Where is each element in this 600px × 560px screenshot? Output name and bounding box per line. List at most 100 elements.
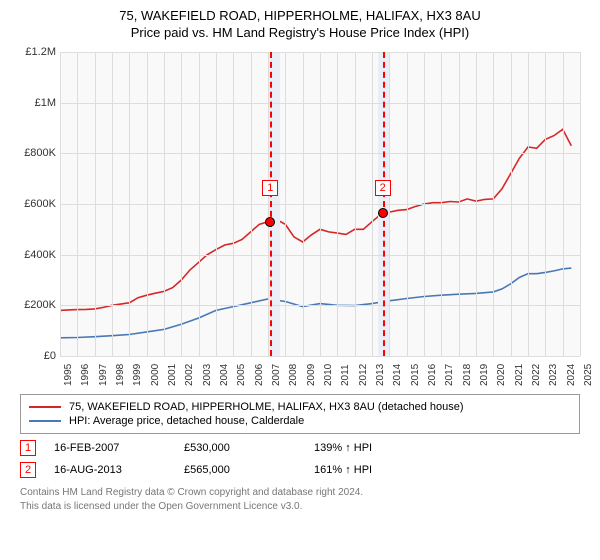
gridline-v: [337, 52, 338, 356]
x-axis-label: 2002: [184, 364, 195, 386]
gridline-v: [424, 52, 425, 356]
transaction-price: £565,000: [184, 464, 314, 476]
gridline-v: [181, 52, 182, 356]
gridline-v: [441, 52, 442, 356]
gridline-v: [199, 52, 200, 356]
legend-label-property: 75, WAKEFIELD ROAD, HIPPERHOLME, HALIFAX…: [69, 401, 464, 413]
gridline-v: [112, 52, 113, 356]
y-axis-label: £0: [44, 350, 56, 362]
x-axis-label: 2019: [479, 364, 490, 386]
x-axis-label: 2009: [306, 364, 317, 386]
chart-container: 75, WAKEFIELD ROAD, HIPPERHOLME, HALIFAX…: [0, 0, 600, 560]
gridline-v: [216, 52, 217, 356]
gridline-v: [320, 52, 321, 356]
gridline-v: [303, 52, 304, 356]
callout-box: 1: [262, 180, 278, 196]
x-axis-label: 1998: [115, 364, 126, 386]
gridline-v: [545, 52, 546, 356]
x-axis-label: 2000: [150, 364, 161, 386]
x-axis-label: 2010: [323, 364, 334, 386]
x-axis-label: 2025: [583, 364, 594, 386]
transaction-row: 2 16-AUG-2013 £565,000 161% ↑ HPI: [20, 462, 580, 478]
x-axis-label: 2008: [288, 364, 299, 386]
x-axis-label: 2015: [410, 364, 421, 386]
x-axis-label: 2011: [340, 364, 351, 386]
x-axis-label: 2004: [219, 364, 230, 386]
x-axis-label: 2022: [531, 364, 542, 386]
gridline-v: [268, 52, 269, 356]
x-axis-label: 2001: [167, 364, 178, 386]
x-axis-label: 1999: [132, 364, 143, 386]
x-axis-label: 2006: [254, 364, 265, 386]
y-axis-label: £800K: [24, 147, 56, 159]
x-axis-label: 1996: [80, 364, 91, 386]
legend-label-hpi: HPI: Average price, detached house, Cald…: [69, 415, 304, 427]
gridline-v: [407, 52, 408, 356]
gridline-v: [60, 52, 61, 356]
callout-line: [270, 52, 272, 356]
plot-area: 12: [60, 52, 580, 356]
x-axis-label: 2021: [514, 364, 525, 386]
callout-box: 2: [375, 180, 391, 196]
chart-title-address: 75, WAKEFIELD ROAD, HIPPERHOLME, HALIFAX…: [10, 8, 590, 23]
y-axis-label: £600K: [24, 198, 56, 210]
x-axis-label: 2012: [358, 364, 369, 386]
gridline-v: [580, 52, 581, 356]
gridline-v: [251, 52, 252, 356]
chart-subtitle: Price paid vs. HM Land Registry's House …: [10, 25, 590, 40]
transaction-marker: 1: [20, 440, 36, 456]
series-line-property: [60, 129, 571, 310]
x-axis-label: 2005: [236, 364, 247, 386]
transaction-price: £530,000: [184, 442, 314, 454]
gridline-v: [77, 52, 78, 356]
gridline-v: [389, 52, 390, 356]
x-axis-label: 2020: [496, 364, 507, 386]
transaction-date: 16-AUG-2013: [54, 464, 184, 476]
x-axis-label: 1997: [98, 364, 109, 386]
gridline-v: [147, 52, 148, 356]
x-axis-label: 2017: [444, 364, 455, 386]
transaction-ratio: 161% ↑ HPI: [314, 464, 444, 476]
transaction-marker-dot: [378, 208, 388, 218]
gridline-h: [60, 356, 580, 357]
footer: Contains HM Land Registry data © Crown c…: [20, 486, 580, 513]
transaction-date: 16-FEB-2007: [54, 442, 184, 454]
callout-line: [383, 52, 385, 356]
gridline-v: [129, 52, 130, 356]
transaction-ratio: 139% ↑ HPI: [314, 442, 444, 454]
transaction-marker: 2: [20, 462, 36, 478]
chart-area: 12 £0£200K£400K£600K£800K£1M£1.2M1995199…: [20, 46, 580, 390]
series-line-hpi: [60, 268, 571, 338]
transaction-marker-dot: [265, 217, 275, 227]
x-axis-label: 2024: [566, 364, 577, 386]
legend-swatch-hpi: [29, 420, 61, 422]
legend-item-property: 75, WAKEFIELD ROAD, HIPPERHOLME, HALIFAX…: [29, 401, 571, 413]
footer-line-1: Contains HM Land Registry data © Crown c…: [20, 486, 580, 500]
gridline-v: [563, 52, 564, 356]
titles: 75, WAKEFIELD ROAD, HIPPERHOLME, HALIFAX…: [10, 8, 590, 40]
y-axis-label: £1.2M: [25, 46, 56, 58]
footer-line-2: This data is licensed under the Open Gov…: [20, 500, 580, 514]
gridline-v: [372, 52, 373, 356]
y-axis-label: £400K: [24, 249, 56, 261]
x-axis-label: 2023: [548, 364, 559, 386]
y-axis-label: £1M: [35, 97, 56, 109]
legend-item-hpi: HPI: Average price, detached house, Cald…: [29, 415, 571, 427]
x-axis-label: 2018: [462, 364, 473, 386]
gridline-v: [285, 52, 286, 356]
transaction-row: 1 16-FEB-2007 £530,000 139% ↑ HPI: [20, 440, 580, 456]
gridline-v: [164, 52, 165, 356]
gridline-v: [511, 52, 512, 356]
x-axis-label: 2014: [392, 364, 403, 386]
x-axis-label: 2013: [375, 364, 386, 386]
x-axis-label: 2016: [427, 364, 438, 386]
gridline-v: [459, 52, 460, 356]
y-axis-label: £200K: [24, 299, 56, 311]
gridline-v: [493, 52, 494, 356]
gridline-v: [476, 52, 477, 356]
transactions-table: 1 16-FEB-2007 £530,000 139% ↑ HPI 2 16-A…: [20, 440, 580, 478]
legend-swatch-property: [29, 406, 61, 408]
x-axis-label: 1995: [63, 364, 74, 386]
x-axis-label: 2007: [271, 364, 282, 386]
legend: 75, WAKEFIELD ROAD, HIPPERHOLME, HALIFAX…: [20, 394, 580, 434]
